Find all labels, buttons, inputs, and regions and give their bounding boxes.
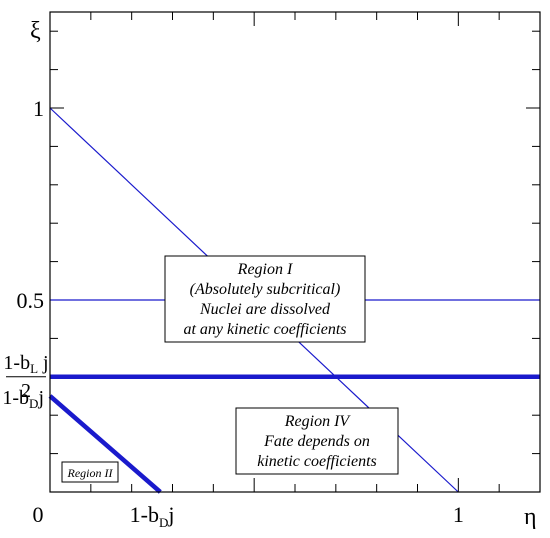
region-4-annotation: Region IV Fate depends on kinetic coeffi…: [235, 407, 399, 475]
x-tick-label-1: 1-bDj: [130, 502, 175, 530]
y-tick-label-0: 0.5: [17, 288, 45, 313]
region-1-box: [164, 255, 366, 343]
x-tick-label-0: 0: [33, 502, 44, 527]
thick-line-3: [48, 394, 162, 494]
region-2-label: Region II: [67, 466, 114, 480]
region-2-box: [61, 461, 119, 483]
y-tick-label-1: 1: [33, 96, 44, 121]
y-axis-label: ξ: [30, 18, 41, 44]
region-2-annotation: Region II: [61, 461, 119, 483]
region-4-box: [235, 407, 399, 475]
region-1-title: Region I: [237, 261, 293, 278]
region-1-line-4: at any kinetic coefficients: [183, 321, 346, 338]
y-tick-label-bdj: 1-bDj: [2, 387, 44, 411]
region-4-title: Region IV: [284, 413, 352, 430]
region-4-line-3: kinetic coefficients: [257, 453, 377, 470]
y-tick-fraction-denominator: 2: [21, 380, 31, 402]
region-1-line-2: (Absolutely subcritical): [190, 281, 341, 298]
tick-labels: 0 1-bDj 10.511-bL j21-bDj: [2, 96, 463, 530]
region-4-line-2: Fate depends on: [263, 433, 370, 450]
x-tick-label-2: 1: [453, 502, 464, 527]
plot-frame: [49, 11, 541, 493]
y-tick-fraction-numerator: 1-bL j: [3, 352, 48, 376]
region-1-annotation: Region I (Absolutely subcritical) Nuclei…: [164, 255, 366, 343]
x-axis-label: η: [524, 504, 537, 530]
region-1-line-3: Nuclei are dissolved: [199, 301, 331, 318]
